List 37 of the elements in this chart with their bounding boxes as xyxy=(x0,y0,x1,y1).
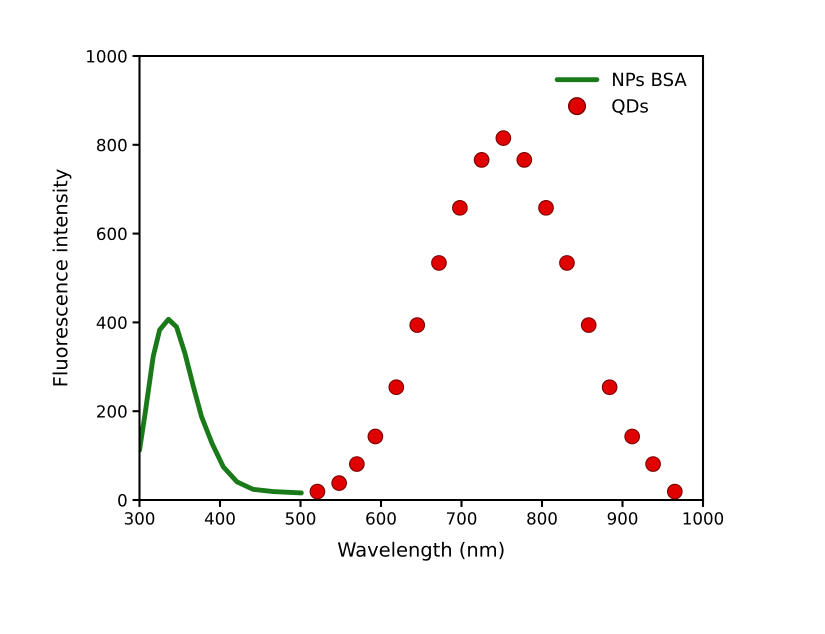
point xyxy=(331,475,347,491)
y-tick-label: 400 xyxy=(96,316,127,329)
y-tick-label: 0 xyxy=(118,494,127,507)
point xyxy=(368,428,384,444)
point xyxy=(516,152,532,168)
legend-label: NPs BSA xyxy=(613,72,687,86)
y-tick-label: 800 xyxy=(97,138,127,152)
line-series xyxy=(140,316,304,496)
point xyxy=(496,130,512,146)
y-axis-title: Fluorescence intensity xyxy=(52,169,72,386)
x-tick-label: 400 xyxy=(204,512,235,525)
x-tick-label: 600 xyxy=(366,512,396,525)
point xyxy=(310,484,326,500)
x-tick-label: 1000 xyxy=(684,512,724,525)
point xyxy=(666,484,683,500)
point xyxy=(538,200,554,216)
point xyxy=(431,255,447,271)
x-axis-title: Wavelength (nm) xyxy=(338,542,504,561)
x-tick-label: 900 xyxy=(608,512,638,525)
point xyxy=(624,428,640,444)
point xyxy=(559,255,575,271)
point xyxy=(645,456,661,472)
point xyxy=(388,379,404,396)
y-tick-label: 1000 xyxy=(87,50,127,63)
x-tick-label: 800 xyxy=(527,512,557,525)
x-tick-label: 300 xyxy=(124,512,154,525)
point xyxy=(409,317,426,333)
point xyxy=(349,456,365,472)
x-tick-label: 700 xyxy=(446,512,476,525)
point xyxy=(452,200,468,216)
point xyxy=(602,379,618,396)
point xyxy=(580,317,597,333)
x-tick-label: 500 xyxy=(286,512,316,525)
y-tick-label: 200 xyxy=(97,405,127,418)
y-tick-label: 600 xyxy=(97,228,127,240)
point xyxy=(474,152,490,168)
legend-label: QDs xyxy=(612,99,648,115)
